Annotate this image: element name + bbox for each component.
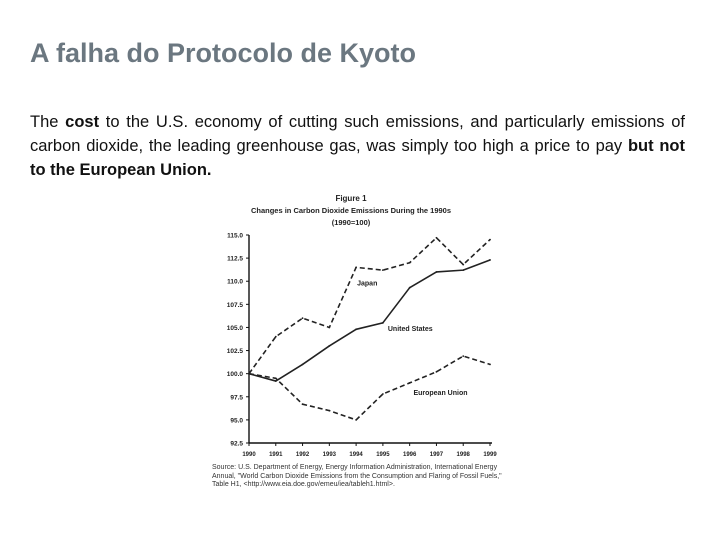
data-point-united-states [301,363,304,366]
series-line-japan [248,236,491,375]
data-point-united-states [489,259,491,261]
data-point-united-states [355,328,358,331]
data-point-european-union [462,355,465,358]
data-point-japan [301,317,304,320]
data-point-european-union [355,418,358,421]
data-point-european-union [489,363,491,366]
data-point-united-states [435,271,438,273]
chart-title: Figure 1 [335,194,367,203]
data-point-european-union [435,370,438,373]
slide-title: A falha do Protocolo de Kyoto [30,38,417,68]
paragraph-text-2: to the U.S. economy of cutting such emis… [30,113,685,155]
x-tick-label: 1999 [483,452,497,458]
data-point-united-states [328,345,331,347]
y-tick-label: 107.5 [227,302,244,309]
paragraph-bold-eu: but not to the European Union. [30,137,685,179]
x-tick-label: 1990 [242,452,256,458]
x-tick-label: 1995 [376,452,390,458]
data-point-japan [489,238,491,241]
y-tick-label: 112.5 [227,256,243,263]
data-point-united-states [381,321,384,324]
data-point-japan [408,261,411,264]
series-line-united-states [248,259,491,382]
series-line-european-union [248,355,491,421]
y-tick-label: 92.5 [230,441,243,448]
series-label-united-states: United States [388,326,433,333]
data-point-japan [435,236,438,239]
data-point-european-union [328,409,331,412]
data-point-european-union [301,403,304,406]
data-point-european-union [274,377,277,380]
plot-area: 115.0 112.5 110.0 107.5 105.0 102.5 100.0 97.5 9… [227,233,498,459]
y-tick-label: 102.5 [227,348,244,355]
data-point-japan [462,263,465,266]
chart-subtitle-2: (1990=100) [332,218,371,227]
y-tick-label: 95.0 [230,417,243,424]
data-point-european-union [248,372,250,375]
y-tick-label: 115.0 [227,233,243,240]
paragraph-text-1: The [30,113,66,131]
data-point-european-union [408,382,411,384]
paragraph-bold-cost: cost [65,113,100,131]
data-point-united-states [274,380,277,382]
x-tick-label: 1994 [349,452,363,458]
x-tick-label: 1991 [269,452,283,458]
body-paragraph: The cost to the U.S. economy of cutting … [30,110,685,182]
x-tick-label: 1992 [296,452,310,458]
data-point-japan [274,335,277,338]
x-tick-label: 1993 [323,452,337,458]
x-tick-label: 1996 [403,452,417,458]
y-tick-label: 97.5 [230,394,243,401]
data-point-united-states [462,269,465,272]
data-point-japan [328,326,331,329]
x-tick-label: 1998 [457,452,471,458]
data-point-japan [355,266,358,269]
data-point-japan [381,269,384,272]
y-tick-label: 100.0 [227,371,244,378]
data-point-united-states [408,286,411,289]
data-point-european-union [381,393,384,395]
y-tick-label: 110.0 [227,279,243,286]
chart-subtitle: Changes in Carbon Dioxide Emissions Duri… [251,206,451,215]
y-tick-label: 105.0 [227,325,244,332]
series-label-japan: Japan [357,280,377,287]
series-label-european-union: European Union [413,390,467,397]
x-tick-label: 1997 [430,452,444,458]
co2-emissions-chart: Figure 1 Changes in Carbon Dioxide Emiss… [227,194,498,459]
chart-source-note: Source: U.S. Department of Energy, Energ… [212,464,502,488]
